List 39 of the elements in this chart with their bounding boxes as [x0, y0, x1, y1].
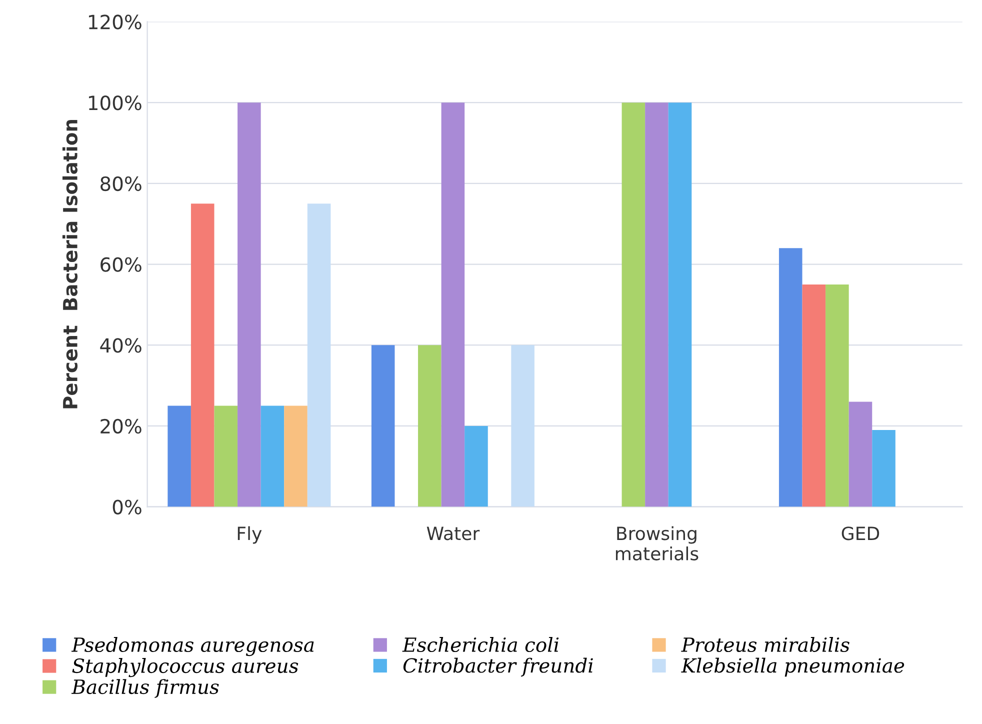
legend-label: Bacillus firmus: [71, 679, 219, 698]
bar: [168, 406, 191, 507]
y-tick-label: 40%: [100, 338, 142, 353]
legend-label: Escherichia coli: [402, 636, 559, 652]
y-tick-label: 60%: [100, 257, 142, 272]
bar: [238, 102, 261, 507]
x-tick-label: GED: [842, 526, 880, 540]
y-tick-label: 20%: [100, 418, 142, 434]
bar: [307, 204, 331, 507]
bar: [645, 102, 668, 507]
bar: [464, 426, 488, 507]
bar: [848, 402, 872, 507]
bar: [284, 406, 308, 507]
bar: [441, 102, 465, 507]
bar: [802, 284, 826, 507]
bar: [622, 102, 646, 507]
y-tick-label: 120%: [88, 14, 142, 30]
x-tick-label: Fly: [238, 526, 262, 544]
y-tick-label: 100%: [88, 96, 142, 110]
bar: [826, 284, 849, 507]
legend-label: Staphylococcus aureus: [72, 658, 298, 678]
bar: [371, 345, 395, 507]
bar: [260, 406, 284, 507]
bar: [418, 345, 442, 507]
y-axis-title: Percent Bacteria Isolation: [62, 120, 78, 408]
legend-label: Psedomonas auregenosa: [71, 636, 314, 656]
bar: [511, 345, 534, 507]
legend-label: Proteus mirabilis: [681, 636, 850, 652]
legend-label: Klebsiella pneumoniae: [681, 658, 904, 677]
legend-label: Citrobacter freundi: [403, 658, 593, 677]
y-tick-label: 0%: [112, 500, 142, 514]
x-tick-label: Water: [426, 526, 480, 540]
bar: [778, 248, 802, 507]
bar: [872, 430, 896, 507]
y-tick-label: 80%: [100, 176, 142, 192]
x-tick-label: Browsing materials: [616, 526, 698, 560]
bar: [214, 406, 238, 507]
bar: [190, 204, 214, 507]
bar: [668, 102, 692, 507]
